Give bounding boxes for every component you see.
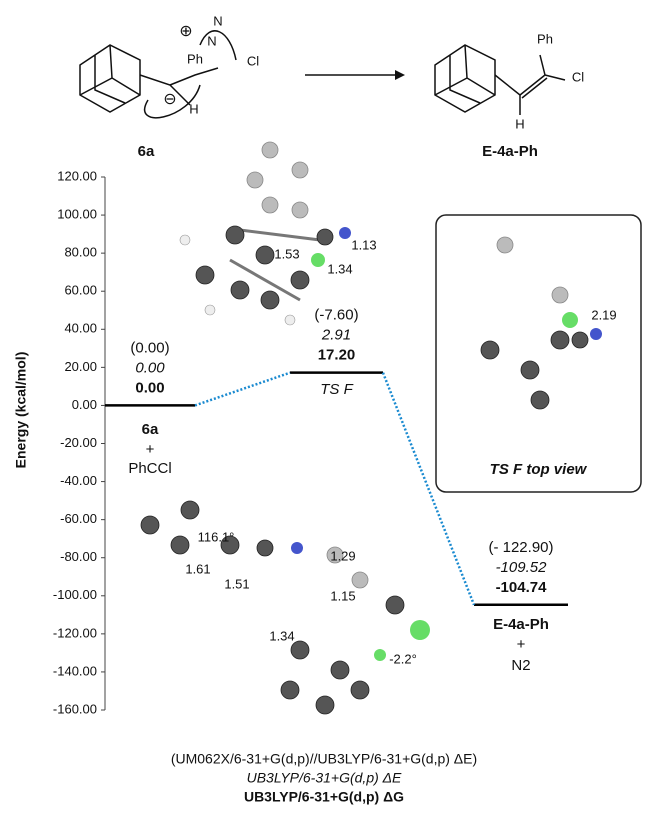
atom-label: Ph xyxy=(537,31,553,46)
value-label: (- 122.90) xyxy=(488,539,553,556)
value-label: 17.20 xyxy=(318,347,356,364)
y-tick-label: -120.00 xyxy=(53,625,97,640)
measurement-label: 1.61 xyxy=(185,561,210,576)
y-tick-label: 60.00 xyxy=(64,283,97,298)
atom-label: N xyxy=(207,33,216,48)
molecule-models xyxy=(140,141,602,715)
legend-entry: UB3LYP/6-31+G(d,p) ΔG xyxy=(244,789,404,805)
y-tick-label: -140.00 xyxy=(53,663,97,678)
value-label: 2.91 xyxy=(321,327,351,344)
y-tick-label: 40.00 xyxy=(64,321,97,336)
atom-label: Ph xyxy=(187,51,203,66)
state-label: + xyxy=(146,441,155,458)
value-label: -109.52 xyxy=(496,559,548,576)
compound-label: E-4a-Ph xyxy=(482,143,538,160)
atom-label: Cl xyxy=(572,69,584,84)
y-tick-label: 0.00 xyxy=(72,397,97,412)
connector xyxy=(194,371,291,407)
atom-label: H xyxy=(515,116,524,131)
y-tick-label: 80.00 xyxy=(64,245,97,260)
state-label: N2 xyxy=(511,657,530,674)
y-tick-label: -100.00 xyxy=(53,587,97,602)
state-label: TS F xyxy=(320,381,353,398)
value-label: 0.00 xyxy=(135,379,164,396)
atom-label: N xyxy=(213,13,222,28)
charge-label: ⊕ xyxy=(179,23,192,40)
charge-label: ⊖ xyxy=(163,91,176,108)
state-label: PhCCl xyxy=(128,460,171,477)
y-tick-label: -20.00 xyxy=(60,435,97,450)
measurement-label: 1.51 xyxy=(224,576,249,591)
value-label: (-7.60) xyxy=(314,307,358,324)
y-tick-label: 20.00 xyxy=(64,359,97,374)
y-tick-label: -60.00 xyxy=(60,511,97,526)
y-tick-label: -160.00 xyxy=(53,701,97,716)
y-tick-label: 100.00 xyxy=(57,207,97,222)
measurement-label: 1.15 xyxy=(330,588,355,603)
legend-entry: UB3LYP/6-31+G(d,p) ΔE xyxy=(247,770,402,786)
measurement-label: 1.34 xyxy=(327,261,352,276)
connector xyxy=(381,372,476,606)
inset-title: TS F top view xyxy=(490,461,588,478)
measurement-label: -2.2° xyxy=(389,651,417,666)
inset-box xyxy=(435,214,642,493)
measurement-label: 1.13 xyxy=(351,237,376,252)
y-tick-label: 120.00 xyxy=(57,168,97,183)
state-label: E-4a-Ph xyxy=(493,616,549,633)
atom-label: H xyxy=(189,101,198,116)
y-axis-label: Energy (kcal/mol) xyxy=(13,352,29,469)
value-label: (0.00) xyxy=(130,339,169,356)
y-tick-label: -40.00 xyxy=(60,473,97,488)
state-label: 6a xyxy=(142,421,159,438)
state-label: + xyxy=(517,636,526,653)
value-label: -104.74 xyxy=(496,579,548,596)
scheme-drawing xyxy=(79,30,566,119)
compound-label: 6a xyxy=(138,143,155,160)
measurement-label: 2.19 xyxy=(591,307,616,322)
atom-label: Cl xyxy=(247,53,259,68)
measurement-label: 116.1° xyxy=(198,529,235,544)
y-tick-label: -80.00 xyxy=(60,549,97,564)
value-label: 0.00 xyxy=(135,359,165,376)
measurement-label: 1.53 xyxy=(274,246,299,261)
legend-entry: (UM062X/6-31+G(d,p)//UB3LYP/6-31+G(d,p) … xyxy=(171,751,477,767)
measurement-label: 1.29 xyxy=(330,548,355,563)
measurement-label: 1.34 xyxy=(269,628,294,643)
